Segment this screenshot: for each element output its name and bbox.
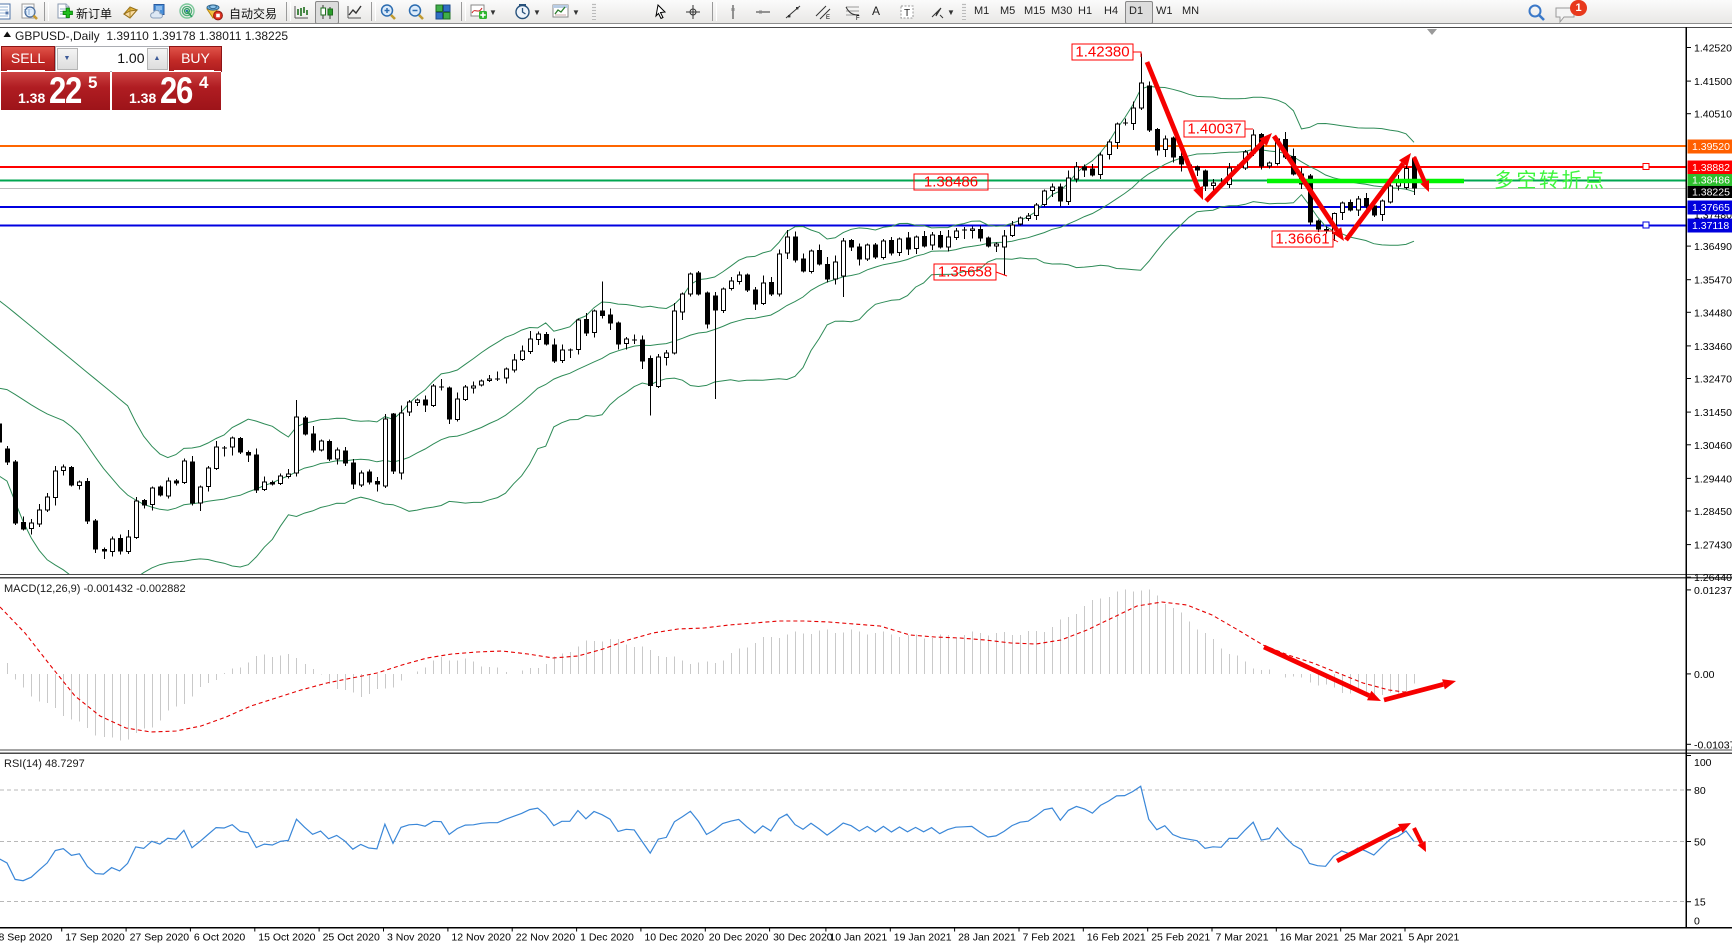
- svg-text:5 Apr 2021: 5 Apr 2021: [1409, 932, 1460, 944]
- svg-text:16 Mar 2021: 16 Mar 2021: [1280, 932, 1339, 944]
- svg-text:15 Oct 2020: 15 Oct 2020: [258, 932, 315, 944]
- svg-text:20 Dec 2020: 20 Dec 2020: [709, 932, 769, 944]
- svg-text:80: 80: [1694, 785, 1706, 797]
- svg-text:1.38882: 1.38882: [1692, 162, 1730, 174]
- svg-text:3 Nov 2020: 3 Nov 2020: [387, 932, 441, 944]
- svg-text:1.36661: 1.36661: [1275, 231, 1329, 248]
- svg-text:多空转折点: 多空转折点: [1494, 169, 1607, 192]
- svg-text:1.35470: 1.35470: [1694, 275, 1732, 287]
- svg-text:1.42520: 1.42520: [1694, 43, 1732, 55]
- svg-text:17 Sep 2020: 17 Sep 2020: [65, 932, 125, 944]
- svg-text:7 Mar 2021: 7 Mar 2021: [1216, 932, 1269, 944]
- svg-text:1.40037: 1.40037: [1187, 121, 1241, 138]
- svg-text:22 Nov 2020: 22 Nov 2020: [516, 932, 576, 944]
- svg-text:1.38486: 1.38486: [924, 174, 978, 191]
- svg-text:1.26440: 1.26440: [1694, 572, 1732, 584]
- svg-text:1.30460: 1.30460: [1694, 440, 1732, 452]
- svg-text:1.38225: 1.38225: [1692, 187, 1730, 199]
- svg-text:6 Oct 2020: 6 Oct 2020: [194, 932, 246, 944]
- svg-text:25 Oct 2020: 25 Oct 2020: [323, 932, 380, 944]
- svg-text:28 Jan 2021: 28 Jan 2021: [958, 932, 1016, 944]
- svg-text:1.34480: 1.34480: [1694, 307, 1732, 319]
- svg-text:1.27430: 1.27430: [1694, 540, 1732, 552]
- svg-text:RSI(14) 48.7297: RSI(14) 48.7297: [4, 758, 85, 770]
- svg-text:1.37665: 1.37665: [1692, 202, 1730, 214]
- svg-text:50: 50: [1694, 837, 1706, 849]
- svg-text:8 Sep 2020: 8 Sep 2020: [0, 932, 52, 944]
- svg-text:1.39520: 1.39520: [1692, 141, 1730, 153]
- svg-text:F: F: [856, 16, 860, 21]
- svg-text:19 Jan 2021: 19 Jan 2021: [894, 932, 952, 944]
- svg-text:1.33460: 1.33460: [1694, 341, 1732, 353]
- svg-text:E: E: [826, 15, 830, 21]
- svg-text:30 Dec 2020: 30 Dec 2020: [773, 932, 833, 944]
- svg-text:0: 0: [1694, 916, 1700, 928]
- svg-text:1.40510: 1.40510: [1694, 109, 1732, 121]
- svg-text:-0.010374: -0.010374: [1694, 739, 1732, 751]
- svg-text:1.28450: 1.28450: [1694, 506, 1732, 518]
- svg-text:GBPUSD-,Daily 1.39110 1.39178: GBPUSD-,Daily 1.39110 1.39178 1.38011 1.…: [15, 29, 288, 43]
- svg-text:0.00: 0.00: [1694, 669, 1715, 681]
- svg-text:10 Jan 2021: 10 Jan 2021: [829, 932, 887, 944]
- svg-text:16 Feb 2021: 16 Feb 2021: [1087, 932, 1146, 944]
- svg-text:12 Nov 2020: 12 Nov 2020: [451, 932, 511, 944]
- svg-text:1 Dec 2020: 1 Dec 2020: [580, 932, 634, 944]
- svg-text:1.36490: 1.36490: [1694, 241, 1732, 253]
- svg-text:1.31450: 1.31450: [1694, 407, 1732, 419]
- svg-text:100: 100: [1694, 757, 1712, 769]
- svg-text:1.35658: 1.35658: [938, 264, 992, 281]
- svg-text:T: T: [904, 8, 910, 19]
- svg-text:25 Feb 2021: 25 Feb 2021: [1151, 932, 1210, 944]
- svg-text:1.41500: 1.41500: [1694, 76, 1732, 88]
- svg-text:MACD(12,26,9) -0.001432 -0.002: MACD(12,26,9) -0.001432 -0.002882: [4, 583, 186, 595]
- svg-text:0.012372: 0.012372: [1694, 585, 1732, 597]
- svg-text:10 Dec 2020: 10 Dec 2020: [644, 932, 704, 944]
- svg-text:1.37118: 1.37118: [1692, 220, 1729, 232]
- svg-text:1.42380: 1.42380: [1075, 44, 1129, 61]
- svg-text:25 Mar 2021: 25 Mar 2021: [1344, 932, 1403, 944]
- svg-text:15: 15: [1694, 897, 1706, 909]
- svg-text:7 Feb 2021: 7 Feb 2021: [1023, 932, 1076, 944]
- svg-text:27 Sep 2020: 27 Sep 2020: [130, 932, 190, 944]
- svg-text:1.32470: 1.32470: [1694, 374, 1732, 386]
- svg-text:1.29440: 1.29440: [1694, 473, 1732, 485]
- svg-text:1.38486: 1.38486: [1692, 175, 1730, 187]
